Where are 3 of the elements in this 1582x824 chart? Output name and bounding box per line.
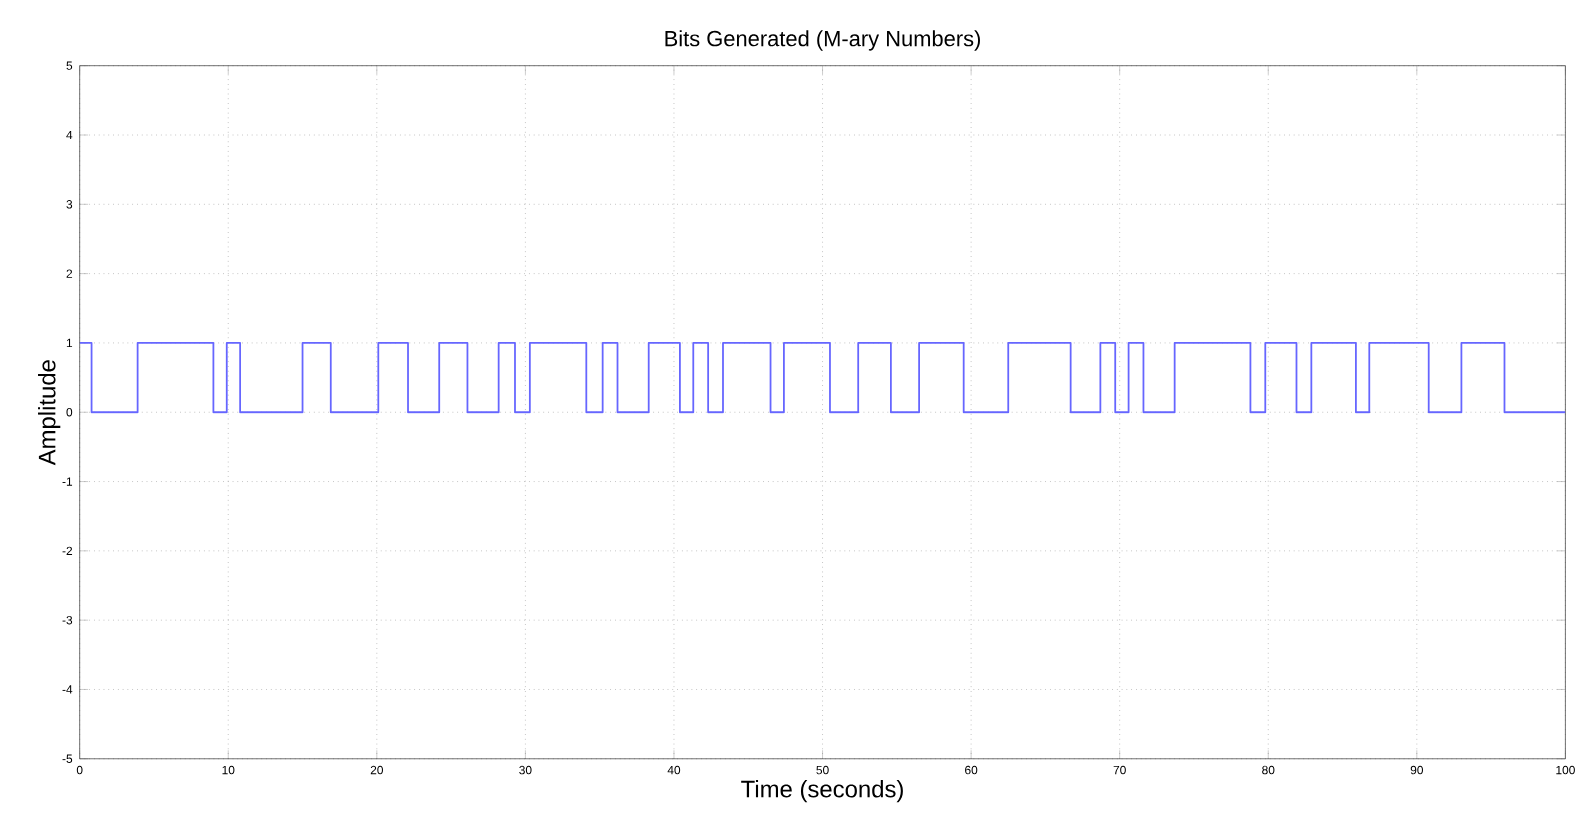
chart-title: Bits Generated (M-ary Numbers) <box>665 30 980 51</box>
y-axis-title: Amplitude <box>38 359 61 466</box>
x-axis-title: Time (seconds) <box>741 779 903 802</box>
